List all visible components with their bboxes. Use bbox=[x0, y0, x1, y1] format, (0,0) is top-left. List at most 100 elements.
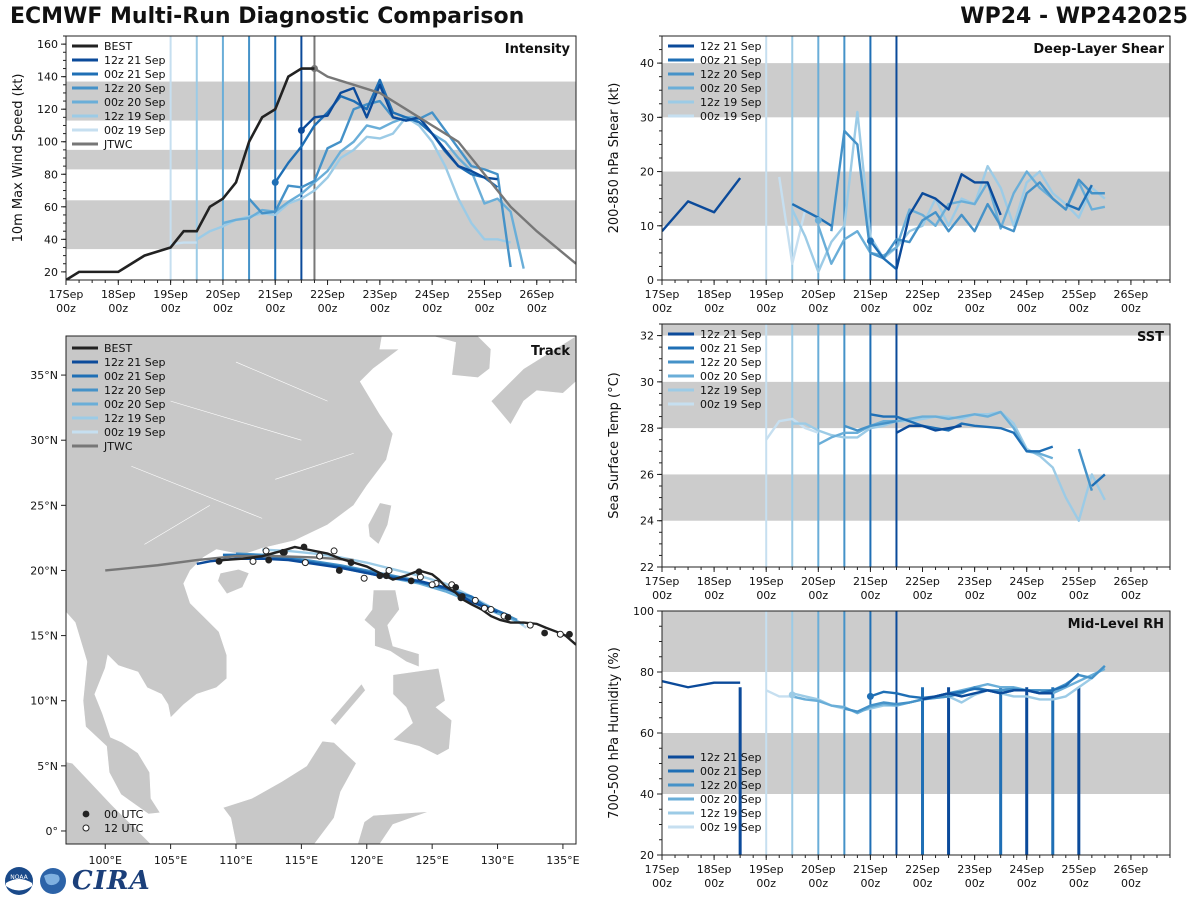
x-tick-label: 00z bbox=[756, 302, 776, 315]
y-tick-label: 30 bbox=[640, 111, 654, 124]
borneo bbox=[222, 740, 357, 844]
x-tick-label: 00z bbox=[370, 302, 390, 315]
init-marker bbox=[866, 237, 874, 245]
legend-label: 12z 20 Sep bbox=[104, 82, 166, 95]
main-title: ECMWF Multi-Run Diagnostic Comparison bbox=[10, 4, 525, 29]
jtwc-line bbox=[313, 67, 576, 265]
x-tick-label: 00z bbox=[704, 589, 724, 602]
cira-logo: NOAA CIRA bbox=[4, 866, 151, 896]
y-tick-label: 100 bbox=[633, 605, 654, 618]
marker-legend-label: 00 UTC bbox=[104, 808, 144, 821]
legend-label: 00z 19 Sep bbox=[104, 124, 166, 137]
series-line bbox=[1065, 184, 1093, 211]
y-tick-label: 40 bbox=[44, 233, 58, 246]
map-area bbox=[66, 336, 576, 844]
x-tick-label: 17Sep bbox=[645, 288, 680, 301]
y-tick-label: 40 bbox=[640, 788, 654, 801]
x-tick-label: 25Sep bbox=[467, 288, 502, 301]
series-line bbox=[196, 116, 511, 244]
legend-label: 12z 21 Sep bbox=[700, 328, 762, 341]
series-line bbox=[300, 83, 498, 181]
legend-label: 12z 21 Sep bbox=[104, 356, 166, 369]
y-tick-label: 28 bbox=[640, 422, 654, 435]
marker-00utc bbox=[376, 572, 384, 580]
series-line bbox=[895, 173, 1002, 270]
x-tick-label: 26Sep bbox=[519, 288, 554, 301]
x-tick-label: 00z bbox=[808, 302, 828, 315]
cira-logo-text: CIRA bbox=[72, 866, 151, 896]
legend-label: 12z 20 Sep bbox=[700, 356, 762, 369]
x-tick-label: 22Sep bbox=[905, 288, 940, 301]
legend-label: 00z 20 Sep bbox=[700, 82, 762, 95]
x-tick-label: 00z bbox=[1069, 877, 1089, 890]
marker-12utc bbox=[301, 559, 309, 567]
marker-12utc bbox=[428, 581, 436, 589]
x-tick-label: 00z bbox=[652, 302, 672, 315]
x-tick-label: 00z bbox=[161, 302, 181, 315]
legend-label: 00z 21 Sep bbox=[104, 68, 166, 81]
x-tick-label: 00z bbox=[1121, 302, 1141, 315]
y-tick-label: 10 bbox=[640, 220, 654, 233]
series-line bbox=[792, 410, 1106, 522]
x-tick-label: 24Sep bbox=[1009, 863, 1044, 876]
x-tick-label: 00z bbox=[756, 877, 776, 890]
init-marker bbox=[788, 691, 796, 699]
x-tick-label: 18Sep bbox=[101, 288, 136, 301]
y-tick-label: 80 bbox=[44, 168, 58, 181]
x-tick-label: 23Sep bbox=[957, 575, 992, 588]
marker-12utc bbox=[316, 552, 324, 560]
marker-00utc bbox=[335, 567, 343, 574]
marker-12utc bbox=[385, 566, 393, 574]
x-tick-label: 26Sep bbox=[1114, 863, 1149, 876]
threshold-band bbox=[662, 324, 1170, 336]
x-tick-label: 00z bbox=[965, 589, 985, 602]
x-tick-label: 17Sep bbox=[49, 288, 84, 301]
y-tick-label: 0° bbox=[46, 825, 59, 838]
province-border bbox=[131, 465, 263, 519]
threshold-band bbox=[66, 200, 576, 250]
y-tick-label: 20 bbox=[44, 266, 58, 279]
marker-00utc bbox=[382, 572, 390, 580]
x-tick-label: 18Sep bbox=[697, 863, 732, 876]
marker-00utc bbox=[215, 557, 223, 565]
y-tick-label: 60 bbox=[44, 201, 58, 214]
x-tick-label: 20Sep bbox=[801, 863, 836, 876]
series-line bbox=[922, 689, 1053, 701]
marker-00utc bbox=[279, 548, 287, 556]
legend-label: BEST bbox=[104, 342, 132, 355]
legend-label: 12z 20 Sep bbox=[700, 68, 762, 81]
hainan bbox=[217, 568, 250, 595]
marker-00utc bbox=[265, 556, 273, 564]
marker-12utc bbox=[526, 621, 534, 629]
x-tick-label: 00z bbox=[808, 877, 828, 890]
plot-area bbox=[662, 324, 1170, 567]
y-tick-label: 120 bbox=[37, 103, 58, 116]
noaa-logo-text: NOAA bbox=[10, 874, 28, 881]
x-tick-label: 25Sep bbox=[1061, 288, 1096, 301]
plot-area bbox=[662, 611, 1170, 855]
x-tick-label: 23Sep bbox=[957, 288, 992, 301]
legend-label: 12z 19 Sep bbox=[700, 384, 762, 397]
x-tick-label: 23Sep bbox=[362, 288, 397, 301]
y-axis-label: 10m Max Wind Speed (kt) bbox=[11, 74, 26, 243]
x-tick-label: 125°E bbox=[415, 854, 448, 867]
series-line bbox=[843, 420, 897, 432]
series-line bbox=[248, 99, 512, 268]
panel-title: Intensity bbox=[505, 42, 571, 57]
legend-label: 00z 20 Sep bbox=[104, 398, 166, 411]
panel-title: Deep-Layer Shear bbox=[1033, 42, 1164, 57]
x-tick-label: 20Sep bbox=[801, 575, 836, 588]
y-tick-label: 60 bbox=[640, 727, 654, 740]
marker-00utc bbox=[566, 630, 573, 638]
legend-label: 12z 21 Sep bbox=[104, 54, 166, 67]
axes-frame bbox=[661, 323, 1171, 568]
x-tick-label: 26Sep bbox=[1114, 288, 1149, 301]
legend-label: JTWC bbox=[103, 138, 133, 151]
x-tick-label: 19Sep bbox=[749, 288, 784, 301]
y-tick-label: 10°N bbox=[30, 695, 58, 708]
x-tick-label: 21Sep bbox=[258, 288, 293, 301]
x-tick-label: 19Sep bbox=[749, 863, 784, 876]
x-tick-label: 110°E bbox=[219, 854, 252, 867]
x-tick-label: 24Sep bbox=[1009, 575, 1044, 588]
